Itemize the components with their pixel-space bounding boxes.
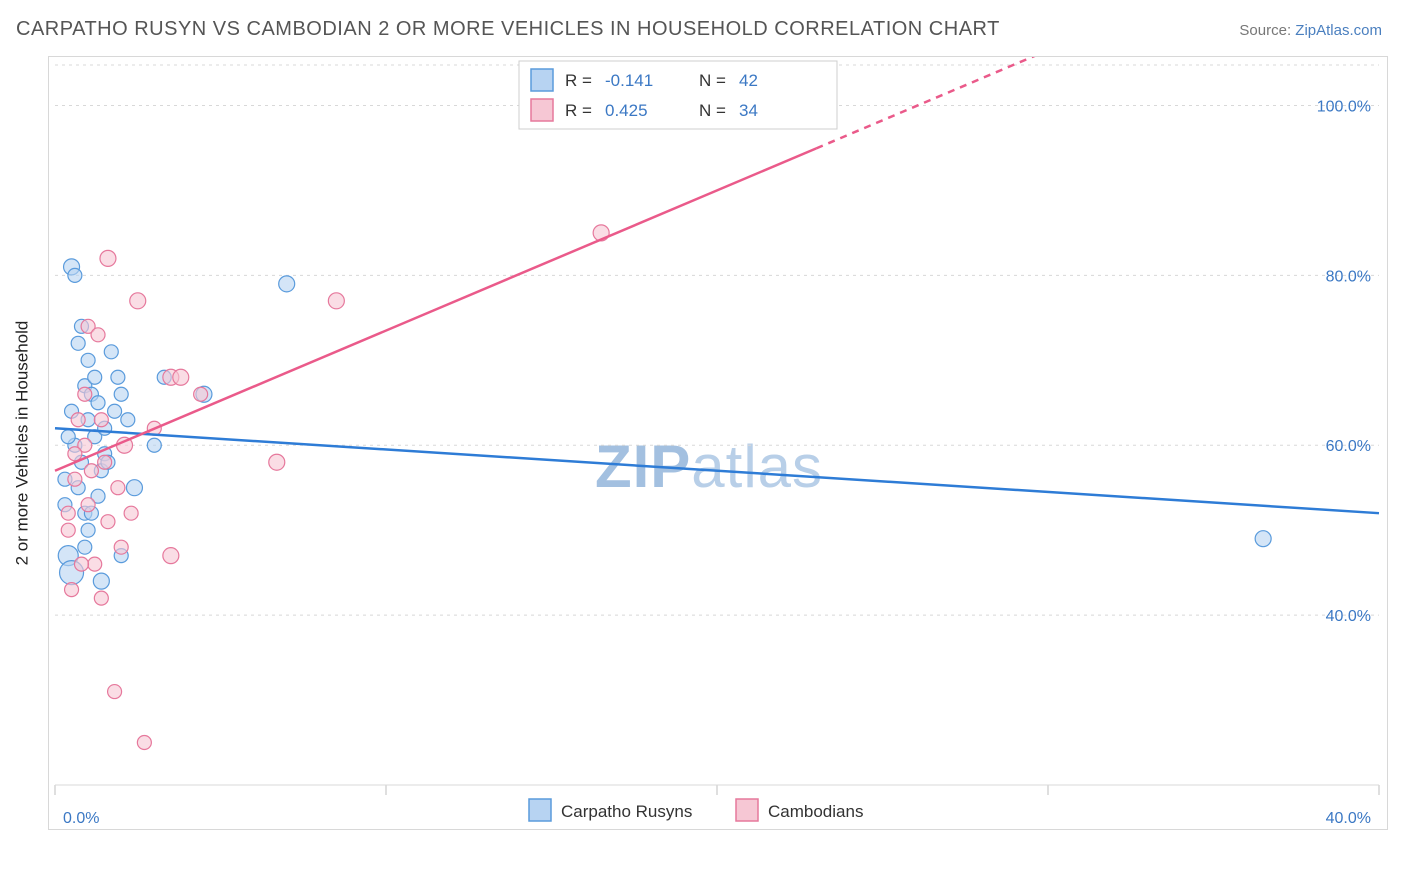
data-point bbox=[74, 557, 88, 571]
data-point bbox=[328, 293, 344, 309]
data-point bbox=[98, 455, 112, 469]
data-point bbox=[279, 276, 295, 292]
data-point bbox=[71, 413, 85, 427]
data-point bbox=[94, 591, 108, 605]
data-point bbox=[108, 404, 122, 418]
data-point bbox=[81, 498, 95, 512]
data-point bbox=[104, 345, 118, 359]
corr-text: N = bbox=[699, 71, 726, 90]
regression-line-extrap bbox=[816, 57, 1379, 148]
data-point bbox=[194, 387, 208, 401]
data-point bbox=[88, 370, 102, 384]
source-label: Source: bbox=[1239, 22, 1291, 39]
x-tick-label: 0.0% bbox=[63, 810, 99, 827]
data-point bbox=[137, 736, 151, 750]
data-point bbox=[173, 369, 189, 385]
data-point bbox=[108, 685, 122, 699]
corr-swatch bbox=[531, 69, 553, 91]
data-point bbox=[78, 387, 92, 401]
data-point bbox=[84, 464, 98, 478]
y-tick-label: 40.0% bbox=[1326, 608, 1371, 625]
data-point bbox=[91, 396, 105, 410]
corr-text: 42 bbox=[739, 71, 758, 90]
legend: Carpatho Rusyns Cambodians bbox=[529, 799, 863, 821]
legend-label: Cambodians bbox=[768, 802, 863, 821]
data-point bbox=[121, 413, 135, 427]
y-tick-label: 100.0% bbox=[1317, 98, 1371, 115]
data-point bbox=[68, 268, 82, 282]
legend-label: Carpatho Rusyns bbox=[561, 802, 692, 821]
data-point bbox=[93, 573, 109, 589]
data-point bbox=[101, 515, 115, 529]
data-point bbox=[130, 293, 146, 309]
y-axis-label-wrap: 2 or more Vehicles in Household bbox=[12, 56, 32, 830]
data-point bbox=[88, 557, 102, 571]
data-point bbox=[114, 387, 128, 401]
data-point bbox=[111, 370, 125, 384]
data-point bbox=[91, 328, 105, 342]
data-point bbox=[111, 481, 125, 495]
data-point bbox=[114, 540, 128, 554]
data-point bbox=[126, 480, 142, 496]
data-point bbox=[68, 447, 82, 461]
data-point bbox=[81, 523, 95, 537]
plot-svg: ZIPatlas 40.0% 60.0% 80.0% 100.0% 0.0% 40.0%… bbox=[49, 57, 1389, 831]
data-point bbox=[81, 353, 95, 367]
data-point bbox=[124, 506, 138, 520]
corr-swatch bbox=[531, 99, 553, 121]
plot-area: ZIPatlas 40.0% 60.0% 80.0% 100.0% 0.0% 40.0%… bbox=[48, 56, 1388, 830]
y-tick-label: 80.0% bbox=[1326, 268, 1371, 285]
corr-text: 0.425 bbox=[605, 101, 648, 120]
data-point bbox=[65, 583, 79, 597]
source-link[interactable]: ZipAtlas.com bbox=[1295, 22, 1382, 39]
data-point bbox=[1255, 531, 1271, 547]
data-point bbox=[61, 430, 75, 444]
corr-text: R = bbox=[565, 71, 592, 90]
corr-text: N = bbox=[699, 101, 726, 120]
data-point bbox=[68, 472, 82, 486]
legend-swatch bbox=[529, 799, 551, 821]
watermark: ZIPatlas bbox=[595, 433, 823, 500]
corr-text: 34 bbox=[739, 101, 758, 120]
corr-text: R = bbox=[565, 101, 592, 120]
data-point bbox=[163, 548, 179, 564]
source-attribution: Source: ZipAtlas.com bbox=[1239, 22, 1382, 39]
data-point bbox=[269, 454, 285, 470]
data-point bbox=[78, 540, 92, 554]
data-point bbox=[94, 413, 108, 427]
corr-text: -0.141 bbox=[605, 71, 653, 90]
x-tick-label: 40.0% bbox=[1326, 810, 1371, 827]
data-point bbox=[71, 336, 85, 350]
chart-title: CARPATHO RUSYN VS CAMBODIAN 2 OR MORE VE… bbox=[16, 18, 1000, 41]
data-point bbox=[61, 523, 75, 537]
legend-swatch bbox=[736, 799, 758, 821]
y-tick-label: 60.0% bbox=[1326, 438, 1371, 455]
data-point bbox=[147, 438, 161, 452]
data-point bbox=[100, 250, 116, 266]
data-point bbox=[61, 506, 75, 520]
correlation-box: R = -0.141 N = 42 R = 0.425 N = 34 bbox=[519, 61, 837, 129]
y-axis-label: 2 or more Vehicles in Household bbox=[12, 321, 32, 566]
regression-line bbox=[55, 148, 816, 470]
